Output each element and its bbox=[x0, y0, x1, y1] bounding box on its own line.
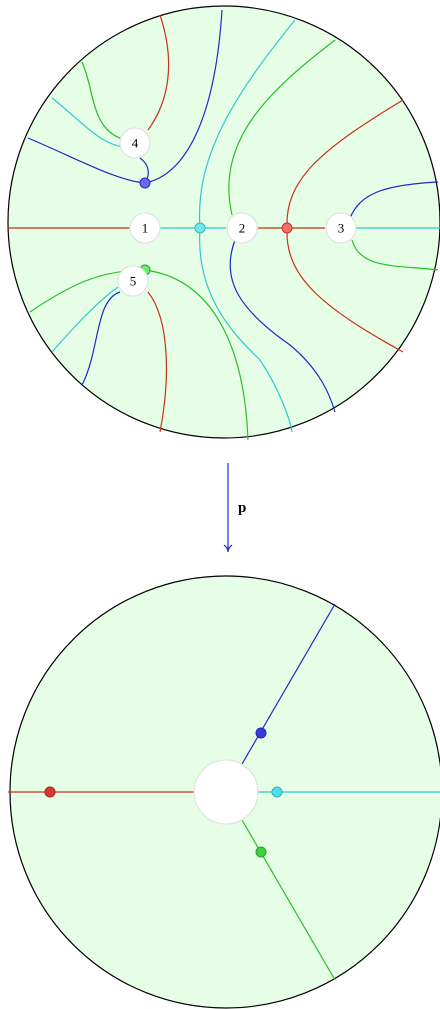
node: 3 bbox=[325, 212, 357, 244]
base-disk bbox=[8, 575, 440, 1009]
node-label: 4 bbox=[132, 136, 139, 151]
node-label: 5 bbox=[130, 274, 137, 289]
map-arrow: p bbox=[223, 463, 246, 553]
node-label: 1 bbox=[142, 221, 149, 236]
node: 4 bbox=[119, 127, 151, 159]
covering-disk bbox=[7, 5, 440, 441]
node: 5 bbox=[117, 265, 149, 297]
node-label: 3 bbox=[338, 221, 345, 236]
node-label: 2 bbox=[239, 221, 246, 236]
map-label: p bbox=[238, 500, 246, 516]
node: 2 bbox=[226, 212, 258, 244]
node: 1 bbox=[129, 212, 161, 244]
